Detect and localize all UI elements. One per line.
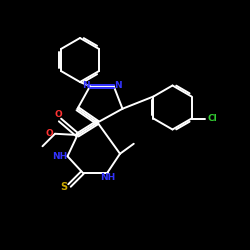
Text: Cl: Cl <box>208 114 217 123</box>
Text: NH: NH <box>100 174 115 182</box>
Text: NH: NH <box>52 152 67 161</box>
Text: N: N <box>82 80 89 90</box>
Text: O: O <box>46 129 54 138</box>
Text: O: O <box>55 110 63 119</box>
Text: S: S <box>60 182 68 192</box>
Text: N: N <box>114 80 122 90</box>
